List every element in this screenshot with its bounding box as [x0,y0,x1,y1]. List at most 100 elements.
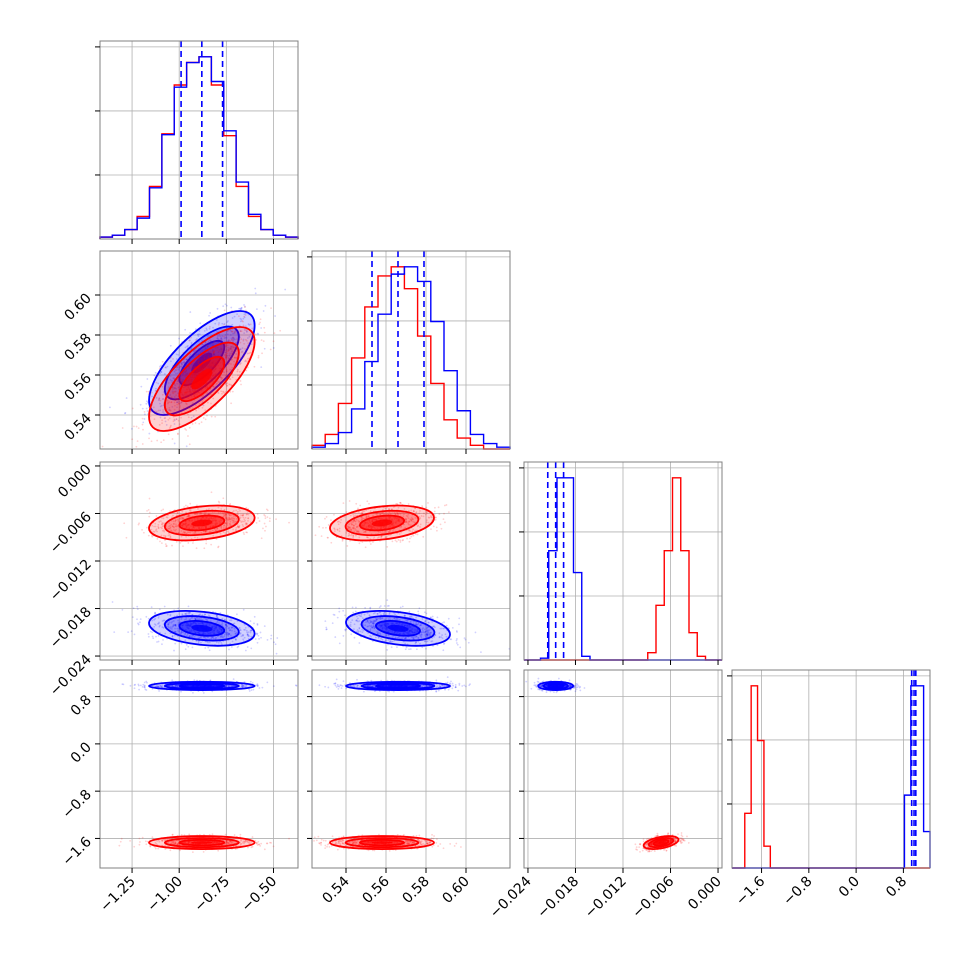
sample-point [347,525,350,528]
sample-point [201,406,204,409]
sample-point [232,339,235,342]
sample-point [395,503,397,505]
sample-point [256,633,258,636]
sample-point [425,633,428,636]
sample-point [223,524,226,527]
sample-point [379,617,382,620]
sample-point [234,356,236,359]
sample-point [356,529,359,532]
sample-point [231,338,234,341]
sample-point [404,517,407,520]
sample-point [225,355,227,358]
sample-point [260,339,263,342]
sample-point [415,635,418,638]
sample-point [233,360,235,363]
sample-point [228,354,231,356]
sample-point [232,517,235,520]
sample-point [405,514,408,517]
sample-point [169,613,172,616]
sample-point [176,512,179,514]
sample-point [259,631,262,634]
sample-point [229,523,232,526]
sample-point [220,635,223,638]
sample-point [418,516,421,519]
sample-point [201,343,204,346]
sample-point [441,637,444,640]
sample-point [220,526,223,529]
sample-point [131,616,134,619]
sample-point [357,525,359,528]
sample-point [222,305,225,308]
sample-point [185,429,188,431]
sample-point [244,519,246,522]
sample-point [246,633,249,636]
sample-point [230,358,233,361]
sample-point [408,523,411,526]
sample-point [222,390,224,393]
sample-point [367,621,370,624]
sample-point [186,345,188,348]
sample-point [177,520,180,522]
sample-point [167,386,170,389]
sample-point [273,641,275,644]
sample-point [359,630,362,633]
sample-point [163,529,165,532]
sample-point [360,613,363,616]
sample-point [411,530,414,533]
sample-point [193,679,196,682]
sample-point [240,330,243,333]
sample-point [247,342,250,345]
sample-point [254,287,257,290]
sample-point [148,515,151,518]
sample-point [354,514,357,517]
sample-point [366,620,369,623]
sample-point [256,622,259,625]
sample-point [188,635,191,637]
sample-point [195,532,198,535]
sample-point [350,520,353,523]
sample-point [434,516,437,519]
sample-point [245,309,247,312]
sample-point [184,346,187,349]
sample-point [354,527,357,530]
sample-point [136,605,139,608]
sample-point [173,442,176,445]
sample-point [176,403,179,406]
sample-point [364,624,367,627]
sample-point [159,402,161,405]
sample-point [356,526,358,528]
sample-point [351,619,354,622]
sample-point [434,518,437,521]
sample-point [151,619,154,622]
sample-point [233,330,236,333]
sample-point [163,385,166,388]
sample-point [172,620,175,622]
sample-point [231,626,234,628]
sample-point [394,636,397,639]
sample-point [164,632,167,635]
sample-point [154,525,157,528]
sample-point [445,635,448,638]
sample-point [172,624,175,627]
sample-point [187,515,190,518]
sample-point [181,363,184,366]
sample-point [176,684,179,687]
sample-point [171,626,173,629]
sample-point [158,624,161,627]
sample-point [200,618,203,621]
sample-point [241,520,244,523]
sample-point [399,606,402,609]
sample-point [187,514,190,517]
sample-point [176,380,179,383]
sample-point [180,401,183,404]
sample-point [189,531,192,534]
sample-point [189,635,192,638]
sample-point [402,515,405,518]
sample-point [225,343,227,345]
sample-point [235,631,238,634]
sample-point [177,629,179,632]
sample-point [243,352,246,355]
sample-point [236,370,239,373]
sample-point [231,685,234,687]
sample-point [390,646,393,649]
